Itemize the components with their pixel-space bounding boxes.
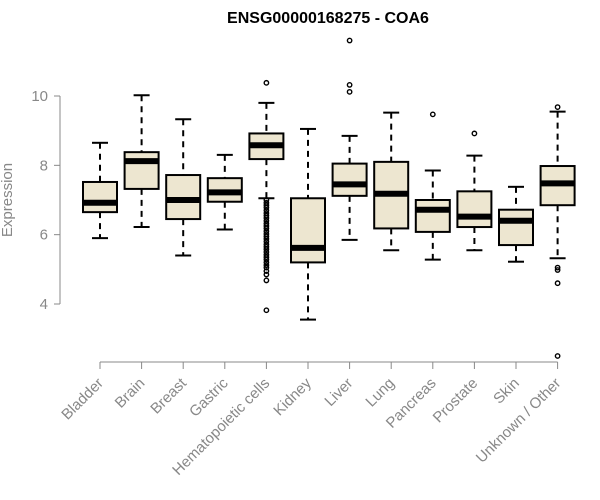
iqr-box — [82, 180, 118, 214]
iqr-box — [331, 162, 368, 197]
outlier-point — [554, 353, 561, 359]
x-tick-label: Brain — [112, 375, 149, 412]
outlier-point — [263, 233, 270, 240]
iqr-box — [123, 151, 160, 190]
outlier-point — [429, 111, 436, 118]
outlier-point — [263, 212, 270, 219]
outlier-point — [263, 271, 270, 278]
x-tick-label: Prostate — [430, 375, 482, 427]
y-axis: 4 6 8 10 — [31, 88, 61, 313]
outlier-point — [263, 259, 270, 266]
outlier-point — [263, 254, 270, 261]
outlier-point — [346, 82, 353, 88]
x-tick-label: Liver — [321, 375, 356, 410]
box-gastric — [206, 153, 243, 231]
box-prostate — [456, 130, 493, 252]
box-series — [82, 37, 576, 359]
outlier-point — [263, 235, 270, 242]
y-tick-label: 10 — [31, 88, 48, 105]
outlier-point — [263, 238, 270, 245]
iqr-box — [290, 197, 326, 264]
outlier-point — [554, 104, 561, 110]
outlier-point — [263, 262, 270, 269]
x-tick-label: Kidney — [270, 374, 315, 419]
outlier-point — [554, 264, 561, 271]
outlier-point — [346, 88, 353, 95]
box-unknown-other — [539, 104, 576, 359]
outlier-point — [263, 256, 270, 263]
box-lung — [373, 111, 410, 252]
outlier-point — [263, 307, 270, 314]
outlier-point — [471, 130, 478, 137]
outlier-point — [263, 264, 270, 271]
x-tick-label: Breast — [147, 374, 190, 417]
outlier-point — [263, 246, 270, 253]
y-tick-label: 8 — [40, 157, 48, 174]
outlier-point — [263, 204, 270, 211]
box-pancreas — [414, 111, 451, 261]
outlier-point — [263, 197, 270, 203]
outlier-point — [263, 202, 270, 209]
outlier-point — [263, 215, 270, 221]
y-tick-label: 4 — [40, 296, 48, 313]
outlier-point — [263, 243, 270, 250]
y-tick-label: 6 — [40, 227, 48, 244]
box-skin — [498, 185, 534, 263]
outlier-point — [554, 267, 561, 273]
outlier-point — [263, 217, 270, 224]
box-breast — [165, 118, 202, 257]
outlier-point — [263, 225, 270, 232]
x-tick-label: Bladder — [58, 375, 107, 424]
iqr-box — [414, 199, 451, 233]
outlier-point — [263, 228, 270, 235]
box-brain — [123, 94, 160, 229]
outlier-point — [263, 223, 270, 229]
iqr-box — [456, 190, 493, 229]
box-kidney — [290, 127, 326, 321]
outlier-point — [346, 37, 353, 44]
box-liver — [331, 37, 368, 241]
chart-title: ENSG00000168275 - COA6 — [227, 10, 429, 27]
box-hematopoietic-cells — [248, 79, 285, 314]
x-tick-label: Skin — [490, 375, 523, 408]
box-bladder — [82, 141, 118, 240]
outlier-point — [263, 207, 270, 214]
x-tick-label: Lung — [362, 375, 398, 411]
y-axis-label: Expression — [0, 163, 16, 237]
outlier-point — [263, 268, 270, 274]
outlier-point — [263, 79, 270, 86]
outlier-point — [554, 280, 561, 287]
iqr-box — [498, 208, 534, 247]
outlier-point — [263, 277, 270, 284]
outlier-point — [263, 249, 270, 255]
